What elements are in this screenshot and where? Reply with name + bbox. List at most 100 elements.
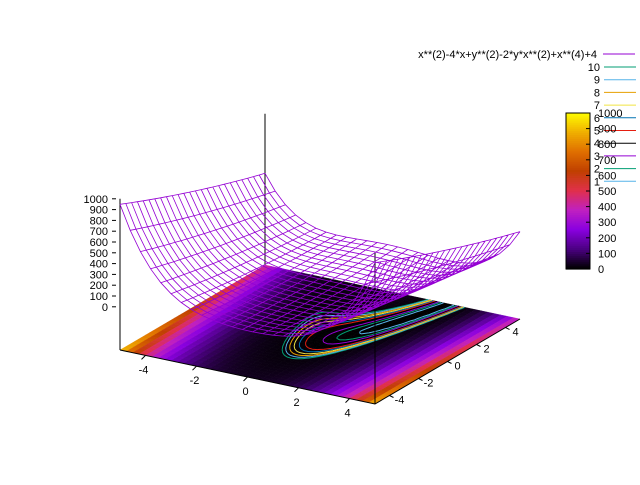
- colorbar-tick-label: 700: [598, 155, 616, 167]
- plot-box: [119, 113, 521, 405]
- z-tick-label: 600: [90, 237, 108, 249]
- legend-level-label: 5: [594, 126, 600, 138]
- colorbar-segment: [566, 253, 590, 256]
- colorbar-segment: [566, 120, 590, 124]
- colorbar-segment: [566, 220, 590, 223]
- colorbar-segment: [566, 261, 590, 264]
- x-tick-label: 0: [242, 386, 248, 398]
- colorbar-tick-label: 800: [598, 139, 616, 151]
- colorbar-tick-label: 1000: [598, 108, 622, 120]
- z-tick-label: 400: [90, 259, 108, 271]
- colorbar-segment: [566, 259, 590, 262]
- colorbar-segment: [566, 157, 590, 161]
- colorbar-segment: [566, 140, 590, 143]
- legend-level-label: 1: [594, 176, 600, 188]
- colorbar-tick-label: 300: [598, 217, 616, 229]
- x-tick: [141, 355, 146, 360]
- colorbar-segment: [566, 189, 590, 192]
- colorbar-segment: [566, 245, 590, 249]
- z-tick-label: 100: [90, 291, 108, 303]
- colorbar-segment: [566, 243, 590, 247]
- contour-line-1: [359, 302, 455, 335]
- colorbar-segment: [566, 118, 590, 122]
- colorbar-tick-label: 0: [598, 264, 604, 276]
- floor-edge: [119, 318, 521, 405]
- colorbar-segment: [566, 198, 590, 202]
- colorbar-segment: [566, 152, 590, 155]
- colorbar-segment: [566, 208, 590, 212]
- z-tick-label: 0: [102, 302, 108, 314]
- colorbar-segment: [566, 257, 590, 260]
- contour-line-3: [322, 301, 459, 345]
- y-tick: [447, 361, 452, 364]
- z-tick-label: 200: [90, 280, 108, 292]
- colorbar-segment: [566, 194, 590, 198]
- axis-ticks: 10009008007006005004003002001000-4-2024-…: [84, 194, 519, 420]
- y-tick-label: 4: [512, 327, 518, 339]
- colorbar-segment: [566, 161, 590, 165]
- y-tick: [476, 344, 481, 347]
- legend-level-label: 10: [588, 62, 600, 74]
- colorbar-segment: [566, 231, 590, 235]
- colorbar-tick-label: 100: [598, 248, 616, 260]
- colorbar-segment: [566, 177, 590, 180]
- x-tick-label: -4: [139, 364, 149, 376]
- colorbar-segment: [566, 263, 590, 266]
- colorbar-segment: [566, 251, 590, 254]
- colorbar-segment: [566, 113, 590, 116]
- colorbar-segment: [566, 144, 590, 147]
- x-tick-label: -2: [190, 375, 200, 387]
- colorbar-segment: [566, 222, 590, 225]
- y-tick: [389, 395, 394, 398]
- colorbar-segment: [566, 179, 590, 182]
- contour-line-6: [298, 300, 462, 353]
- surface-wireframe: [119, 172, 521, 337]
- surface-mesh: [119, 172, 521, 337]
- colorbar-segment: [566, 153, 590, 157]
- contour-line-2: [336, 301, 457, 341]
- colorbar-segment: [566, 247, 590, 251]
- colorbar-segment: [566, 267, 590, 270]
- colorbar-segment: [566, 136, 590, 139]
- colorbar-tick-label: 900: [598, 124, 616, 136]
- colorbar-segment: [566, 265, 590, 268]
- y-tick: [418, 378, 423, 381]
- colorbar-segment: [566, 163, 590, 167]
- colorbar-segment: [566, 159, 590, 163]
- colorbar-segment: [566, 114, 590, 118]
- x-tick: [243, 376, 248, 382]
- colorbar-segment: [566, 124, 590, 128]
- colorbar-segment: [566, 216, 590, 219]
- x-tick: [345, 398, 350, 403]
- z-tick-label: 300: [90, 269, 108, 281]
- contour-line-7: [293, 299, 463, 355]
- colorbar-segment: [566, 138, 590, 141]
- colorbar-segment: [566, 148, 590, 151]
- colorbar-segment: [566, 226, 590, 229]
- legend-level-label: 7: [594, 100, 600, 112]
- legend-function-label: x**(2)-4*x+y**(2)-2*y*x**(2)+x**(4)+4: [418, 49, 597, 61]
- legend-level-label: 4: [594, 138, 600, 150]
- legend: x**(2)-4*x+y**(2)-2*y*x**(2)+x**(4)+4109…: [418, 49, 636, 188]
- colorbar-segment: [566, 173, 590, 176]
- colorbar-segment: [566, 210, 590, 214]
- colorbar-segment: [566, 171, 590, 175]
- colorbar-segment: [566, 255, 590, 258]
- colorbar-segment: [566, 130, 590, 134]
- colorbar-segment: [566, 146, 590, 149]
- legend-level-label: 9: [594, 75, 600, 87]
- colorbar-segment: [566, 185, 590, 188]
- colorbar-tick-label: 500: [598, 186, 616, 198]
- colorbar-segment: [566, 200, 590, 204]
- colorbar-segment: [566, 192, 590, 196]
- colorbar-segment: [566, 181, 590, 184]
- colorbar-tick-label: 600: [598, 170, 616, 182]
- colorbar-segment: [566, 165, 590, 169]
- colorbar-segment: [566, 196, 590, 200]
- x-tick-label: 4: [344, 408, 350, 420]
- colorbar-segment: [566, 183, 590, 186]
- legend-level-label: 3: [594, 151, 600, 163]
- x-tick: [192, 365, 197, 371]
